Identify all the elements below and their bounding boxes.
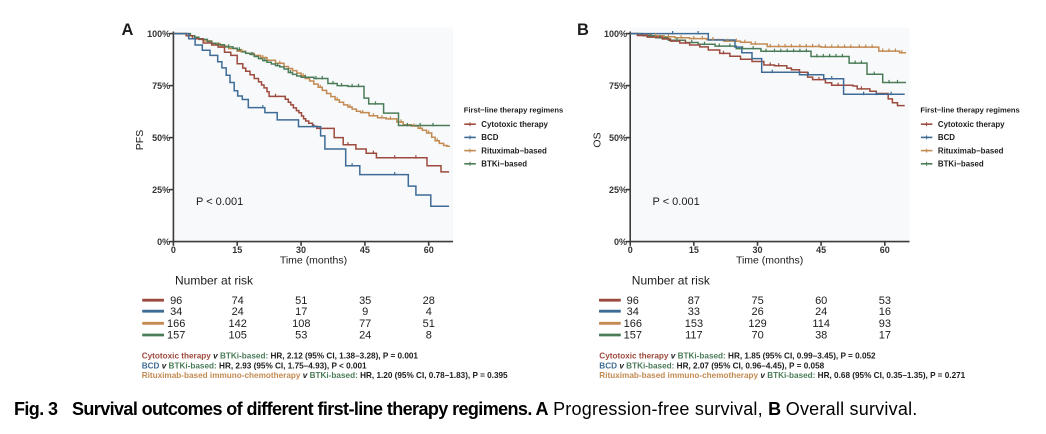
- svg-text:Rituximab−based: Rituximab−based: [481, 146, 547, 155]
- svg-text:153: 153: [685, 318, 703, 330]
- svg-text:0%: 0%: [614, 237, 627, 247]
- svg-text:105: 105: [229, 330, 247, 342]
- svg-text:45: 45: [360, 245, 370, 255]
- svg-text:28: 28: [423, 295, 435, 307]
- svg-text:96: 96: [170, 295, 182, 307]
- svg-text:BCD v BTKi-based: HR, 2.07 (95: BCD v BTKi-based: HR, 2.07 (95% CI, 0.96…: [599, 361, 824, 370]
- svg-text:60: 60: [880, 245, 890, 255]
- svg-text:74: 74: [232, 295, 244, 307]
- svg-text:PFS: PFS: [134, 130, 146, 150]
- svg-text:4: 4: [426, 306, 432, 318]
- svg-text:BCD: BCD: [938, 133, 955, 142]
- svg-text:17: 17: [295, 306, 307, 318]
- svg-text:25%: 25%: [609, 185, 627, 195]
- svg-text:8: 8: [426, 330, 432, 342]
- svg-text:9: 9: [362, 306, 368, 318]
- svg-text:34: 34: [627, 306, 639, 318]
- svg-text:157: 157: [624, 330, 642, 342]
- svg-text:53: 53: [879, 295, 891, 307]
- svg-text:77: 77: [359, 318, 371, 330]
- svg-text:114: 114: [812, 318, 830, 330]
- svg-text:A: A: [122, 21, 134, 39]
- svg-text:BTKi−based: BTKi−based: [938, 160, 984, 169]
- svg-text:70: 70: [751, 330, 763, 342]
- svg-text:129: 129: [748, 318, 766, 330]
- svg-text:166: 166: [167, 318, 185, 330]
- svg-text:34: 34: [170, 306, 182, 318]
- svg-text:108: 108: [292, 318, 310, 330]
- svg-text:166: 166: [624, 318, 642, 330]
- svg-text:38: 38: [815, 330, 827, 342]
- svg-text:15: 15: [689, 245, 699, 255]
- svg-text:Cytotoxic therapy v BTKi-based: Cytotoxic therapy v BTKi-based: HR, 2.12…: [142, 352, 419, 361]
- svg-text:75%: 75%: [152, 81, 170, 91]
- svg-text:75: 75: [751, 295, 763, 307]
- svg-text:53: 53: [295, 330, 307, 342]
- svg-text:96: 96: [627, 295, 639, 307]
- svg-text:142: 142: [229, 318, 247, 330]
- svg-text:60: 60: [424, 245, 434, 255]
- svg-text:33: 33: [688, 306, 700, 318]
- svg-text:P < 0.001: P < 0.001: [196, 196, 243, 208]
- svg-text:30: 30: [296, 245, 306, 255]
- svg-text:0: 0: [171, 245, 176, 255]
- svg-text:Cytotoxic therapy: Cytotoxic therapy: [481, 120, 548, 129]
- svg-text:24: 24: [815, 306, 827, 318]
- svg-text:Cytotoxic therapy: Cytotoxic therapy: [938, 120, 1005, 129]
- svg-text:15: 15: [232, 245, 242, 255]
- svg-text:0: 0: [628, 245, 633, 255]
- svg-text:Rituximab-based immuno-chemoth: Rituximab-based immuno-chemotherapy v BT…: [599, 371, 965, 380]
- svg-text:35: 35: [359, 295, 371, 307]
- svg-text:Number at risk: Number at risk: [632, 274, 711, 288]
- svg-text:16: 16: [879, 306, 891, 318]
- svg-text:30: 30: [752, 245, 762, 255]
- svg-text:Rituximab-based immuno-chemoth: Rituximab-based immuno-chemotherapy v BT…: [142, 371, 508, 380]
- svg-text:75%: 75%: [609, 81, 627, 91]
- svg-text:First−line therapy regimens: First−line therapy regimens: [920, 105, 1019, 114]
- svg-text:0%: 0%: [157, 237, 170, 247]
- svg-text:BCD v BTKi-based: HR, 2.93 (95: BCD v BTKi-based: HR, 2.93 (95% CI, 1.75…: [142, 361, 367, 370]
- svg-text:25%: 25%: [152, 185, 170, 195]
- svg-text:51: 51: [423, 318, 435, 330]
- svg-text:157: 157: [167, 330, 185, 342]
- svg-text:Cytotoxic therapy v BTKi-based: Cytotoxic therapy v BTKi-based: HR, 1.85…: [599, 352, 876, 361]
- svg-text:26: 26: [751, 306, 763, 318]
- svg-text:87: 87: [688, 295, 700, 307]
- svg-text:Time (months): Time (months): [736, 255, 803, 267]
- svg-text:First−line therapy regimens: First−line therapy regimens: [464, 105, 563, 114]
- svg-text:BCD: BCD: [481, 133, 498, 142]
- svg-text:BTKi−based: BTKi−based: [481, 160, 527, 169]
- svg-text:24: 24: [359, 330, 371, 342]
- svg-text:17: 17: [879, 330, 891, 342]
- svg-text:93: 93: [879, 318, 891, 330]
- svg-text:P < 0.001: P < 0.001: [653, 196, 700, 208]
- svg-text:B: B: [577, 21, 589, 39]
- svg-text:Number at risk: Number at risk: [175, 274, 254, 288]
- svg-text:50%: 50%: [152, 133, 170, 143]
- svg-text:100%: 100%: [147, 29, 170, 39]
- svg-text:OS: OS: [591, 132, 603, 147]
- svg-text:Time (months): Time (months): [280, 255, 347, 267]
- svg-text:60: 60: [815, 295, 827, 307]
- svg-text:45: 45: [816, 245, 826, 255]
- svg-text:100%: 100%: [604, 29, 627, 39]
- svg-text:24: 24: [232, 306, 244, 318]
- svg-text:117: 117: [685, 330, 703, 342]
- svg-text:50%: 50%: [609, 133, 627, 143]
- svg-text:51: 51: [295, 295, 307, 307]
- svg-text:Rituximab−based: Rituximab−based: [938, 146, 1004, 155]
